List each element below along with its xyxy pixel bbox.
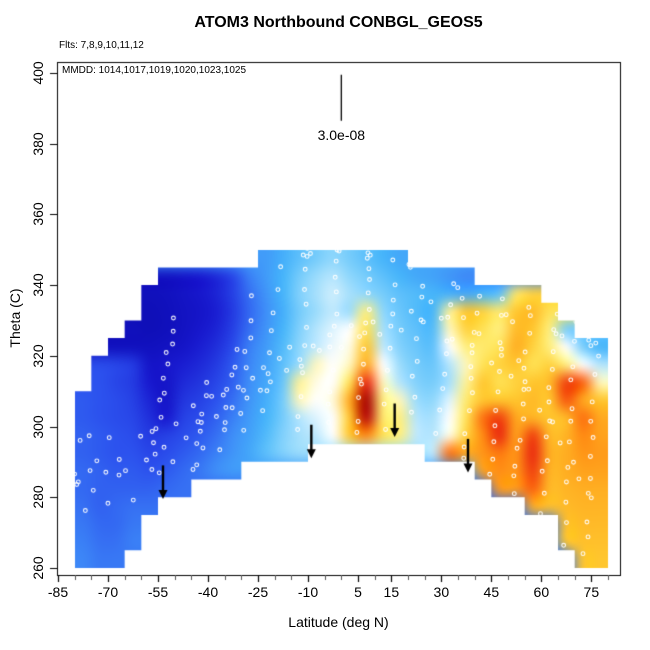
x-tick-label: -85	[47, 584, 69, 600]
x-tick-label: -25	[247, 584, 269, 600]
x-tick-label: 45	[483, 584, 500, 600]
y-tick-label: 360	[30, 202, 46, 227]
x-tick-label: 75	[583, 584, 600, 600]
x-tick-label: 30	[433, 584, 450, 600]
y-tick-label: 320	[30, 344, 46, 368]
flights-annotation: Flts: 7,8,9,10,11,12	[59, 40, 144, 51]
x-tick-label: -10	[297, 584, 319, 600]
x-tick-label: 60	[533, 584, 550, 600]
x-tick-label: 5	[354, 584, 362, 600]
y-tick-label: 300	[30, 414, 46, 439]
y-tick-label: 280	[30, 485, 46, 509]
y-tick-label: 260	[30, 556, 46, 580]
y-axis-title: Theta (C)	[7, 288, 23, 348]
x-axis-title: Latitude (deg N)	[288, 614, 389, 630]
chart-title: ATOM3 Northbound CONBGL_GEOS5	[194, 14, 483, 31]
x-tick-label: -70	[97, 584, 119, 600]
y-tick-label: 400	[30, 61, 46, 85]
x-tick-label: -55	[147, 584, 169, 600]
scale-bar-label: 3.0e-08	[317, 126, 366, 143]
y-tick-label: 380	[30, 131, 46, 156]
x-tick-label: -40	[197, 584, 219, 600]
y-tick-label: 340	[30, 273, 46, 297]
mmdd-annotation: MMDD: 1014,1017,1019,1020,1023,1025	[62, 65, 247, 76]
x-tick-label: 15	[383, 584, 400, 600]
